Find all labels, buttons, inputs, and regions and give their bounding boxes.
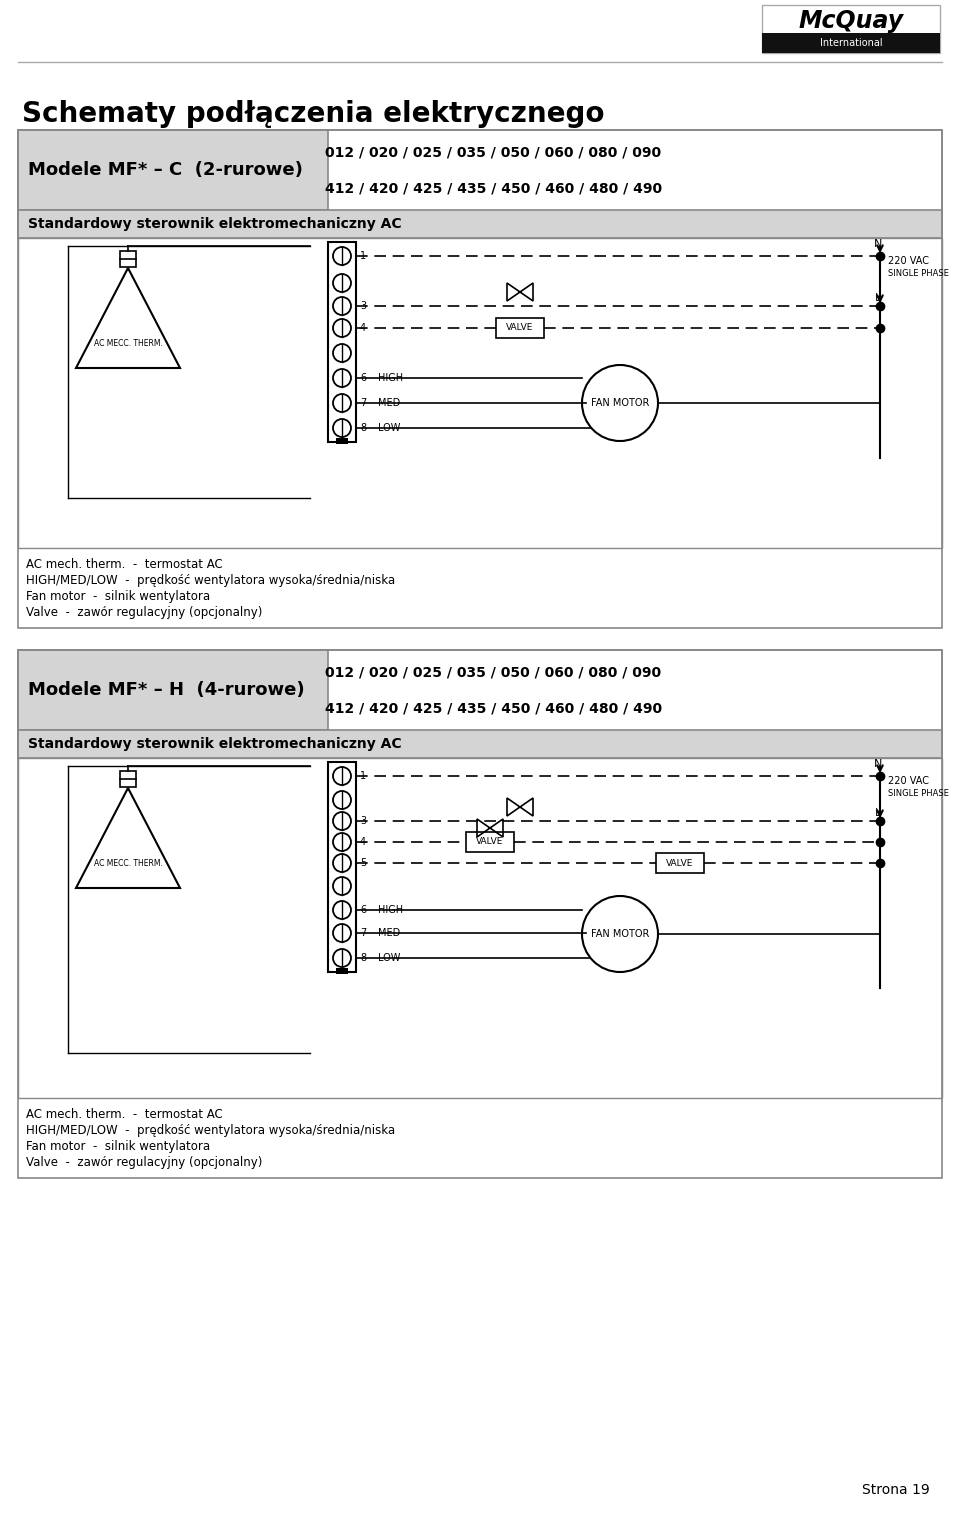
Text: 3: 3 bbox=[360, 816, 366, 827]
Text: SINGLE PHASE: SINGLE PHASE bbox=[888, 789, 948, 798]
Text: HIGH: HIGH bbox=[378, 905, 403, 914]
Text: Valve  -  zawór regulacyjny (opcjonalny): Valve - zawór regulacyjny (opcjonalny) bbox=[26, 606, 262, 619]
Text: 412 / 420 / 425 / 435 / 450 / 460 / 480 / 490: 412 / 420 / 425 / 435 / 450 / 460 / 480 … bbox=[325, 701, 662, 715]
Text: Modele MF* – C  (2-rurowe): Modele MF* – C (2-rurowe) bbox=[28, 160, 302, 179]
Text: 220 VAC: 220 VAC bbox=[888, 777, 929, 786]
Text: LOW: LOW bbox=[378, 422, 400, 433]
Text: 8: 8 bbox=[360, 952, 366, 963]
FancyBboxPatch shape bbox=[18, 650, 942, 759]
FancyBboxPatch shape bbox=[328, 242, 356, 442]
Text: Modele MF* – H  (4-rurowe): Modele MF* – H (4-rurowe) bbox=[28, 681, 304, 699]
Text: L: L bbox=[875, 294, 881, 303]
Text: Strona 19: Strona 19 bbox=[862, 1484, 930, 1497]
Text: N: N bbox=[874, 759, 882, 769]
FancyBboxPatch shape bbox=[496, 318, 544, 338]
Text: AC MECC. THERM.: AC MECC. THERM. bbox=[93, 858, 162, 868]
Text: VALVE: VALVE bbox=[506, 324, 534, 333]
Text: 3: 3 bbox=[360, 301, 366, 310]
Text: Fan motor  -  silnik wentylatora: Fan motor - silnik wentylatora bbox=[26, 1140, 210, 1154]
FancyBboxPatch shape bbox=[336, 967, 348, 974]
Text: FAN MOTOR: FAN MOTOR bbox=[590, 398, 649, 407]
Text: 1: 1 bbox=[360, 771, 366, 781]
Text: L: L bbox=[875, 808, 881, 818]
Text: 6: 6 bbox=[360, 905, 366, 914]
FancyBboxPatch shape bbox=[18, 759, 942, 1098]
FancyBboxPatch shape bbox=[120, 251, 136, 266]
Text: Valve  -  zawór regulacyjny (opcjonalny): Valve - zawór regulacyjny (opcjonalny) bbox=[26, 1157, 262, 1169]
Text: Standardowy sterownik elektromechaniczny AC: Standardowy sterownik elektromechaniczny… bbox=[28, 737, 401, 751]
Text: AC mech. therm.  -  termostat AC: AC mech. therm. - termostat AC bbox=[26, 559, 223, 571]
Text: VALVE: VALVE bbox=[476, 837, 504, 846]
Text: 7: 7 bbox=[360, 928, 367, 939]
Text: HIGH: HIGH bbox=[378, 372, 403, 383]
Text: 5: 5 bbox=[360, 858, 367, 868]
Text: 6: 6 bbox=[360, 372, 366, 383]
Text: 220 VAC: 220 VAC bbox=[888, 256, 929, 266]
Text: International: International bbox=[820, 38, 882, 48]
Text: 412 / 420 / 425 / 435 / 450 / 460 / 480 / 490: 412 / 420 / 425 / 435 / 450 / 460 / 480 … bbox=[325, 182, 662, 195]
FancyBboxPatch shape bbox=[18, 210, 942, 238]
Text: MED: MED bbox=[378, 928, 400, 939]
Text: McQuay: McQuay bbox=[799, 9, 903, 33]
FancyBboxPatch shape bbox=[336, 438, 348, 444]
Text: 8: 8 bbox=[360, 422, 366, 433]
FancyBboxPatch shape bbox=[656, 852, 704, 874]
Text: AC mech. therm.  -  termostat AC: AC mech. therm. - termostat AC bbox=[26, 1108, 223, 1120]
Text: 4: 4 bbox=[360, 837, 366, 846]
Text: Schematy podłączenia elektrycznego: Schematy podłączenia elektrycznego bbox=[22, 100, 605, 129]
Text: N: N bbox=[874, 239, 882, 248]
Text: HIGH/MED/LOW  -  prędkość wentylatora wysoka/średnia/niska: HIGH/MED/LOW - prędkość wentylatora wyso… bbox=[26, 574, 396, 587]
Text: 1: 1 bbox=[360, 251, 366, 260]
FancyBboxPatch shape bbox=[466, 833, 514, 852]
Text: LOW: LOW bbox=[378, 952, 400, 963]
Text: 7: 7 bbox=[360, 398, 367, 407]
Text: FAN MOTOR: FAN MOTOR bbox=[590, 930, 649, 939]
Text: Fan motor  -  silnik wentylatora: Fan motor - silnik wentylatora bbox=[26, 590, 210, 603]
FancyBboxPatch shape bbox=[120, 771, 136, 787]
Text: VALVE: VALVE bbox=[666, 858, 694, 868]
FancyBboxPatch shape bbox=[18, 238, 942, 548]
Text: 4: 4 bbox=[360, 322, 366, 333]
FancyBboxPatch shape bbox=[18, 130, 942, 238]
FancyBboxPatch shape bbox=[18, 650, 328, 730]
Text: 012 / 020 / 025 / 035 / 050 / 060 / 080 / 090: 012 / 020 / 025 / 035 / 050 / 060 / 080 … bbox=[325, 145, 661, 159]
Text: 012 / 020 / 025 / 035 / 050 / 060 / 080 / 090: 012 / 020 / 025 / 035 / 050 / 060 / 080 … bbox=[325, 665, 661, 678]
Text: Standardowy sterownik elektromechaniczny AC: Standardowy sterownik elektromechaniczny… bbox=[28, 217, 401, 232]
FancyBboxPatch shape bbox=[18, 130, 328, 210]
Text: HIGH/MED/LOW  -  prędkość wentylatora wysoka/średnia/niska: HIGH/MED/LOW - prędkość wentylatora wyso… bbox=[26, 1123, 396, 1137]
Text: SINGLE PHASE: SINGLE PHASE bbox=[888, 269, 948, 279]
FancyBboxPatch shape bbox=[762, 5, 940, 53]
Text: MED: MED bbox=[378, 398, 400, 407]
Text: AC MECC. THERM.: AC MECC. THERM. bbox=[93, 339, 162, 348]
FancyBboxPatch shape bbox=[762, 33, 940, 53]
FancyBboxPatch shape bbox=[18, 730, 942, 759]
FancyBboxPatch shape bbox=[328, 762, 356, 972]
